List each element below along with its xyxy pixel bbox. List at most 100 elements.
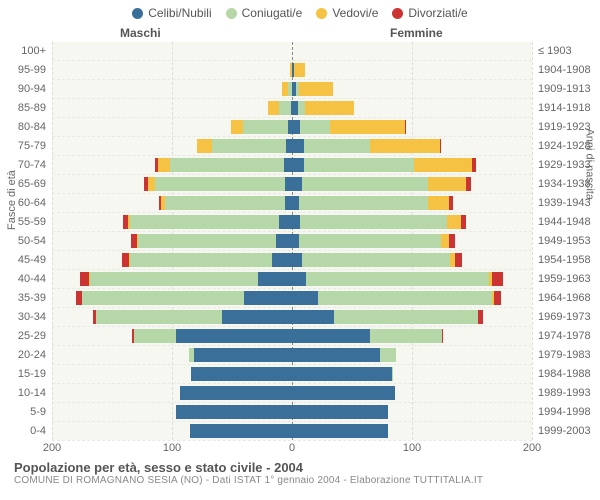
bar-male bbox=[190, 424, 292, 438]
bar-segment bbox=[299, 196, 427, 210]
bar-segment bbox=[276, 234, 292, 248]
birth-year-label: 1994-1998 bbox=[538, 403, 598, 421]
bar-segment bbox=[292, 196, 299, 210]
bar-segment bbox=[292, 348, 380, 362]
bar-female bbox=[292, 253, 462, 267]
bar-segment bbox=[447, 215, 461, 229]
bar-segment bbox=[292, 272, 306, 286]
legend: Celibi/NubiliConiugati/eVedovi/eDivorzia… bbox=[0, 0, 600, 22]
bar-segment bbox=[380, 348, 397, 362]
age-label: 0-4 bbox=[0, 422, 46, 440]
birth-year-label: 1904-1908 bbox=[538, 61, 598, 79]
age-row: 0-41999-2003 bbox=[52, 422, 532, 441]
birth-year-label: 1944-1948 bbox=[538, 213, 598, 231]
age-label: 95-99 bbox=[0, 61, 46, 79]
x-axis: 2001000100200 bbox=[52, 440, 532, 458]
bar-segment bbox=[272, 253, 292, 267]
age-row: 90-941909-1913 bbox=[52, 80, 532, 99]
birth-year-label: 1909-1913 bbox=[538, 80, 598, 98]
birth-year-label: 1959-1963 bbox=[538, 270, 598, 288]
bar-female bbox=[292, 310, 483, 324]
age-row: 20-241979-1983 bbox=[52, 346, 532, 365]
age-row: 65-691934-1938 bbox=[52, 175, 532, 194]
bar-male bbox=[268, 101, 292, 115]
birth-year-label: 1919-1923 bbox=[538, 118, 598, 136]
bar-segment bbox=[292, 367, 392, 381]
age-label: 70-74 bbox=[0, 156, 46, 174]
bar-segment bbox=[299, 234, 441, 248]
bar-male bbox=[282, 82, 292, 96]
bar-segment bbox=[158, 158, 170, 172]
bar-segment bbox=[194, 348, 292, 362]
gridline bbox=[532, 42, 533, 440]
bar-segment bbox=[440, 139, 441, 153]
bar-female bbox=[292, 234, 455, 248]
bar-segment bbox=[180, 386, 292, 400]
bar-segment bbox=[80, 272, 90, 286]
bar-female bbox=[292, 82, 333, 96]
age-label: 100+ bbox=[0, 42, 46, 60]
header-female: Femmine bbox=[390, 26, 443, 40]
bar-segment bbox=[82, 291, 244, 305]
age-row: 40-441959-1963 bbox=[52, 270, 532, 289]
bar-segment bbox=[292, 158, 304, 172]
bar-segment bbox=[334, 310, 478, 324]
bar-male bbox=[180, 386, 292, 400]
bar-male bbox=[122, 253, 292, 267]
birth-year-label: 1974-1978 bbox=[538, 327, 598, 345]
legend-label: Vedovi/e bbox=[332, 6, 378, 20]
bar-segment bbox=[292, 329, 370, 343]
birth-year-label: 1964-1968 bbox=[538, 289, 598, 307]
bar-segment bbox=[134, 329, 176, 343]
bar-segment bbox=[370, 329, 442, 343]
legend-swatch bbox=[392, 8, 403, 19]
bar-male bbox=[93, 310, 292, 324]
legend-item: Coniugati/e bbox=[226, 6, 303, 20]
bar-segment bbox=[268, 101, 279, 115]
birth-year-label: 1929-1933 bbox=[538, 156, 598, 174]
chart-title: Popolazione per età, sesso e stato civil… bbox=[14, 460, 594, 475]
bar-segment bbox=[176, 405, 292, 419]
bar-female bbox=[292, 329, 443, 343]
x-tick-label: 100 bbox=[403, 442, 421, 454]
bar-segment bbox=[392, 367, 393, 381]
bar-segment bbox=[197, 139, 211, 153]
bar-male bbox=[189, 348, 292, 362]
age-row: 80-841919-1923 bbox=[52, 118, 532, 137]
bar-segment bbox=[300, 215, 446, 229]
bar-male bbox=[80, 272, 292, 286]
bar-male bbox=[191, 367, 292, 381]
bar-male bbox=[197, 139, 292, 153]
bar-female bbox=[292, 367, 393, 381]
bar-segment bbox=[292, 177, 302, 191]
bar-segment bbox=[285, 196, 292, 210]
bar-segment bbox=[304, 158, 414, 172]
age-label: 85-89 bbox=[0, 99, 46, 117]
age-row: 10-141989-1993 bbox=[52, 384, 532, 403]
bar-female bbox=[292, 158, 476, 172]
age-label: 75-79 bbox=[0, 137, 46, 155]
age-label: 10-14 bbox=[0, 384, 46, 402]
x-tick-label: 200 bbox=[43, 442, 61, 454]
legend-item: Divorziati/e bbox=[392, 6, 467, 20]
birth-year-label: 1949-1953 bbox=[538, 232, 598, 250]
bar-segment bbox=[190, 424, 292, 438]
bar-segment bbox=[455, 253, 462, 267]
age-label: 35-39 bbox=[0, 289, 46, 307]
bar-female bbox=[292, 215, 466, 229]
age-row: 30-341969-1973 bbox=[52, 308, 532, 327]
age-label: 25-29 bbox=[0, 327, 46, 345]
bar-segment bbox=[244, 291, 292, 305]
bar-segment bbox=[305, 101, 354, 115]
bar-segment bbox=[494, 291, 501, 305]
birth-year-label: 1989-1993 bbox=[538, 384, 598, 402]
bar-segment bbox=[318, 291, 492, 305]
bar-segment bbox=[122, 253, 129, 267]
bar-female bbox=[292, 424, 388, 438]
bar-male bbox=[131, 234, 292, 248]
bar-segment bbox=[155, 177, 285, 191]
caption: Popolazione per età, sesso e stato civil… bbox=[14, 460, 594, 486]
bar-segment bbox=[304, 139, 370, 153]
bar-female bbox=[292, 177, 471, 191]
x-tick-label: 0 bbox=[289, 442, 295, 454]
